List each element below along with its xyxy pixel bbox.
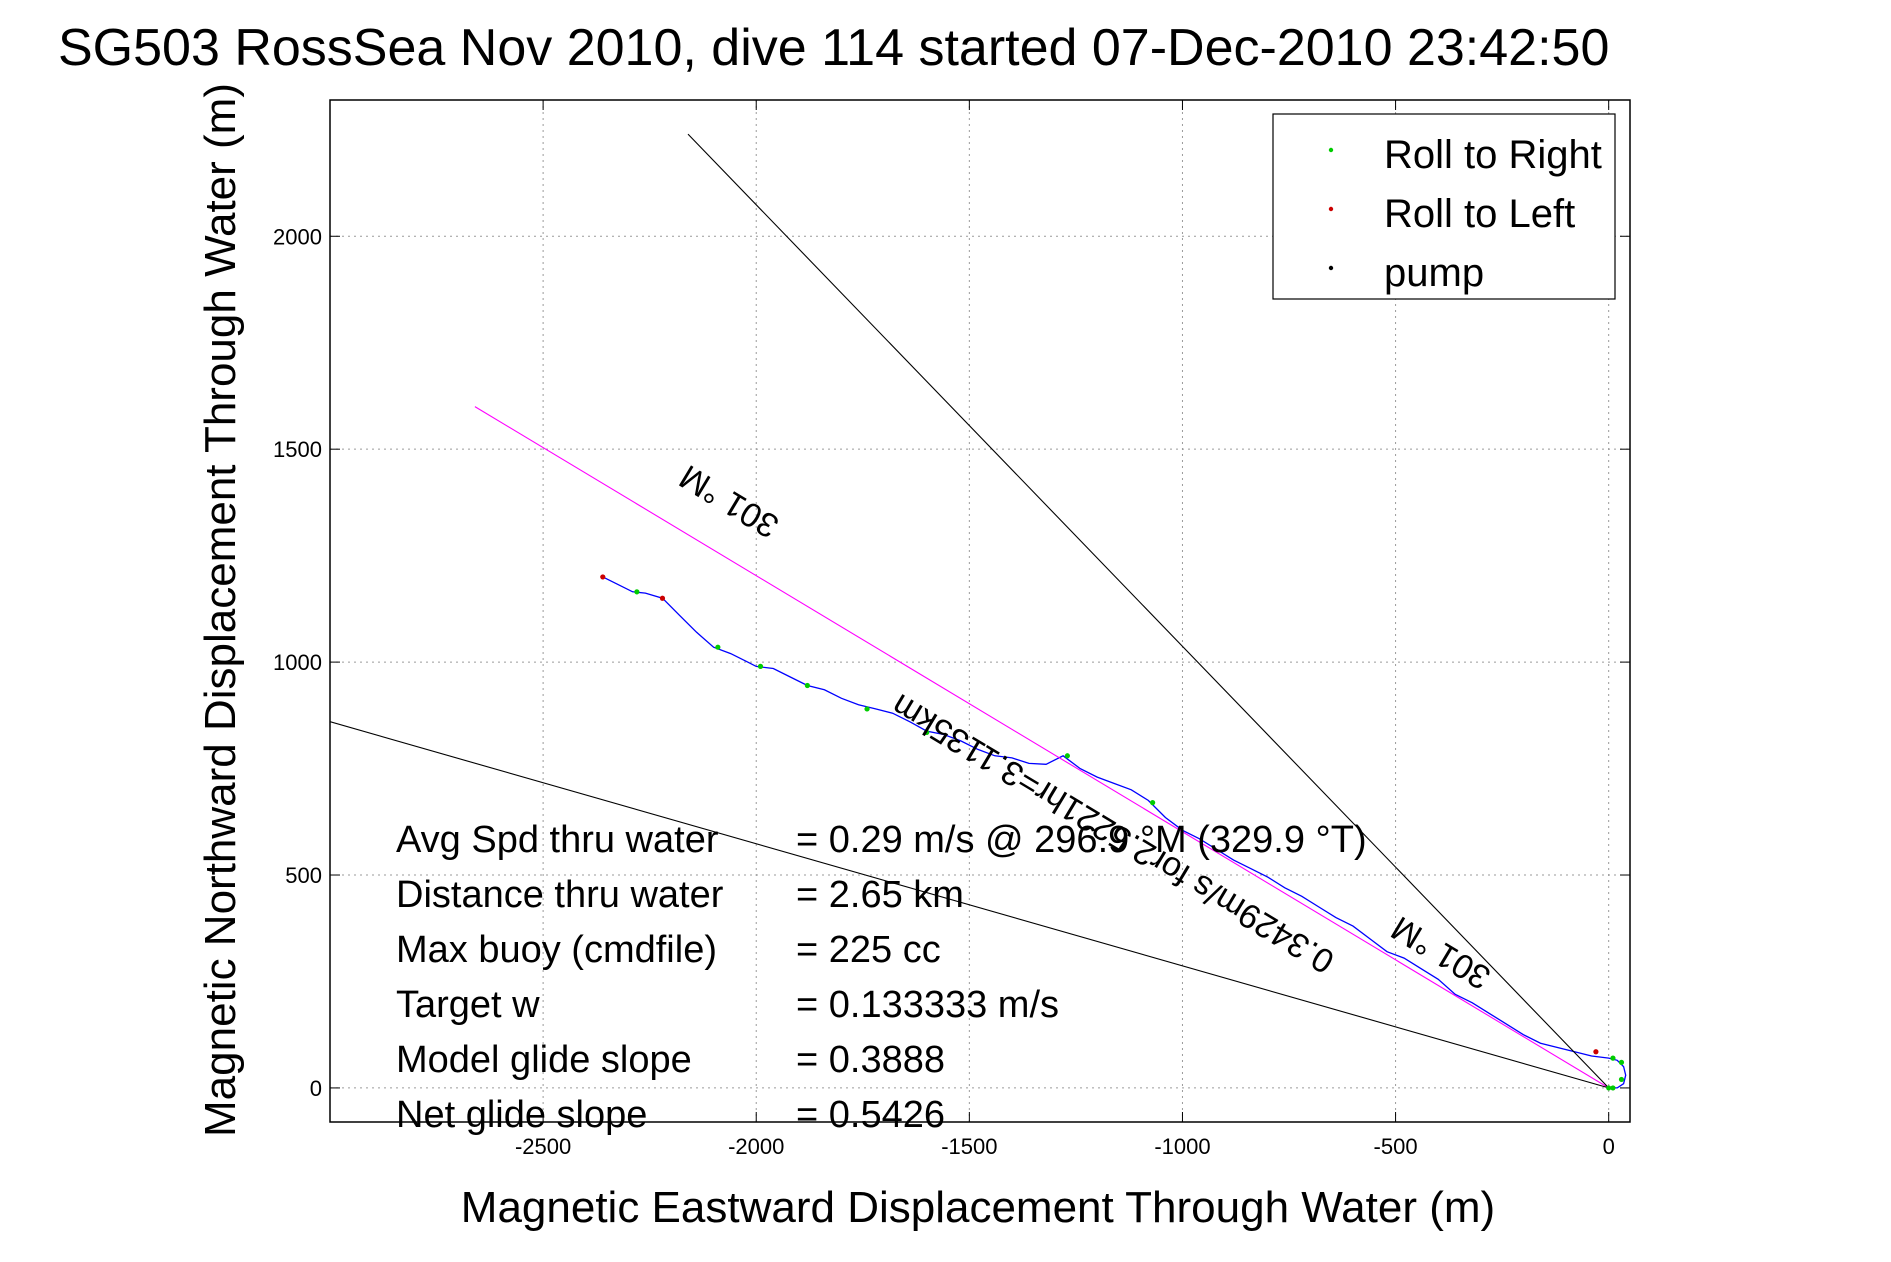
stat-label: Avg Spd thru water	[396, 819, 719, 861]
roll-right-point	[1618, 1076, 1625, 1083]
x-tick-label: -1500	[941, 1134, 997, 1159]
roll-right-point	[1618, 1059, 1625, 1065]
roll-right-point	[864, 706, 870, 712]
y-tick-label: 1000	[273, 650, 322, 675]
y-tick-label: 2000	[273, 224, 322, 249]
roll-left-point	[659, 595, 666, 601]
y-tick-label: 1500	[273, 437, 322, 462]
roll-left-point	[1593, 1049, 1599, 1055]
chart-title: SG503 RossSea Nov 2010, dive 114 started…	[58, 19, 1609, 77]
legend-roll-left-label: Roll to Left	[1384, 192, 1575, 236]
roll-right-point	[1610, 1085, 1616, 1091]
y-axis-label: Magnetic Northward Displacement Through …	[196, 83, 245, 1137]
legend-roll-right-label: Roll to Right	[1384, 133, 1602, 177]
series-lines	[330, 133, 1627, 1089]
roll-right-point	[1610, 1055, 1616, 1061]
legend-roll-left-marker	[1328, 206, 1334, 212]
markers	[600, 574, 1625, 1091]
y-tick-label: 0	[310, 1076, 322, 1101]
legend: Roll to Right Roll to Left pump	[1272, 113, 1616, 300]
bound-line-lower	[330, 721, 1609, 1089]
roll-right-point	[757, 663, 764, 669]
x-axis-label: Magnetic Eastward Displacement Through W…	[461, 1183, 1495, 1232]
x-tick-label: -2000	[728, 1134, 784, 1159]
stat-value: = 0.3888	[796, 1039, 945, 1081]
y-tick-label: 500	[285, 863, 322, 888]
stat-label: Target w	[396, 984, 540, 1026]
stat-value: = 225 cc	[796, 929, 941, 971]
bound-line-upper	[687, 133, 1610, 1089]
x-tick-label: -2500	[515, 1134, 571, 1159]
stat-label: Net glide slope	[396, 1094, 647, 1136]
plot-frame	[329, 99, 1631, 1123]
roll-right-point	[1150, 800, 1156, 806]
roll-right-point	[924, 729, 930, 735]
roll-right-point	[804, 682, 810, 689]
stat-value: = 0.29 m/s @ 296.9 °M (329.9 °T)	[796, 819, 1367, 861]
stat-label: Max buoy (cmdfile)	[396, 929, 717, 971]
roll-left-point	[600, 574, 606, 580]
stat-value: = 2.65 km	[796, 874, 964, 916]
stat-label: Model glide slope	[396, 1039, 692, 1081]
axis-ticks: -2500 -2000 -1500 -1000 -500 0 0 500 1000 1500 200…	[273, 100, 1630, 1159]
x-tick-label: 0	[1603, 1134, 1615, 1159]
stat-value: = 0.5426	[796, 1094, 945, 1136]
legend-pump-marker	[1328, 265, 1334, 271]
stat-value: = 0.133333 m/s	[796, 984, 1059, 1026]
roll-right-point	[1606, 1085, 1612, 1091]
legend-roll-right-marker	[1328, 147, 1334, 153]
grid	[330, 100, 1630, 1122]
roll-right-point	[634, 589, 640, 595]
track-line	[602, 576, 1627, 1089]
stats-block: Avg Spd thru water = 0.29 m/s @ 296.9 °M …	[396, 819, 1367, 1136]
stat-label: Distance thru water	[396, 874, 724, 916]
roll-right-point	[1064, 753, 1070, 759]
roll-right-point	[715, 644, 721, 650]
legend-pump-label: pump	[1384, 251, 1484, 295]
x-tick-label: -500	[1374, 1134, 1418, 1159]
heading-line	[474, 406, 1609, 1089]
x-tick-label: -1000	[1154, 1134, 1210, 1159]
